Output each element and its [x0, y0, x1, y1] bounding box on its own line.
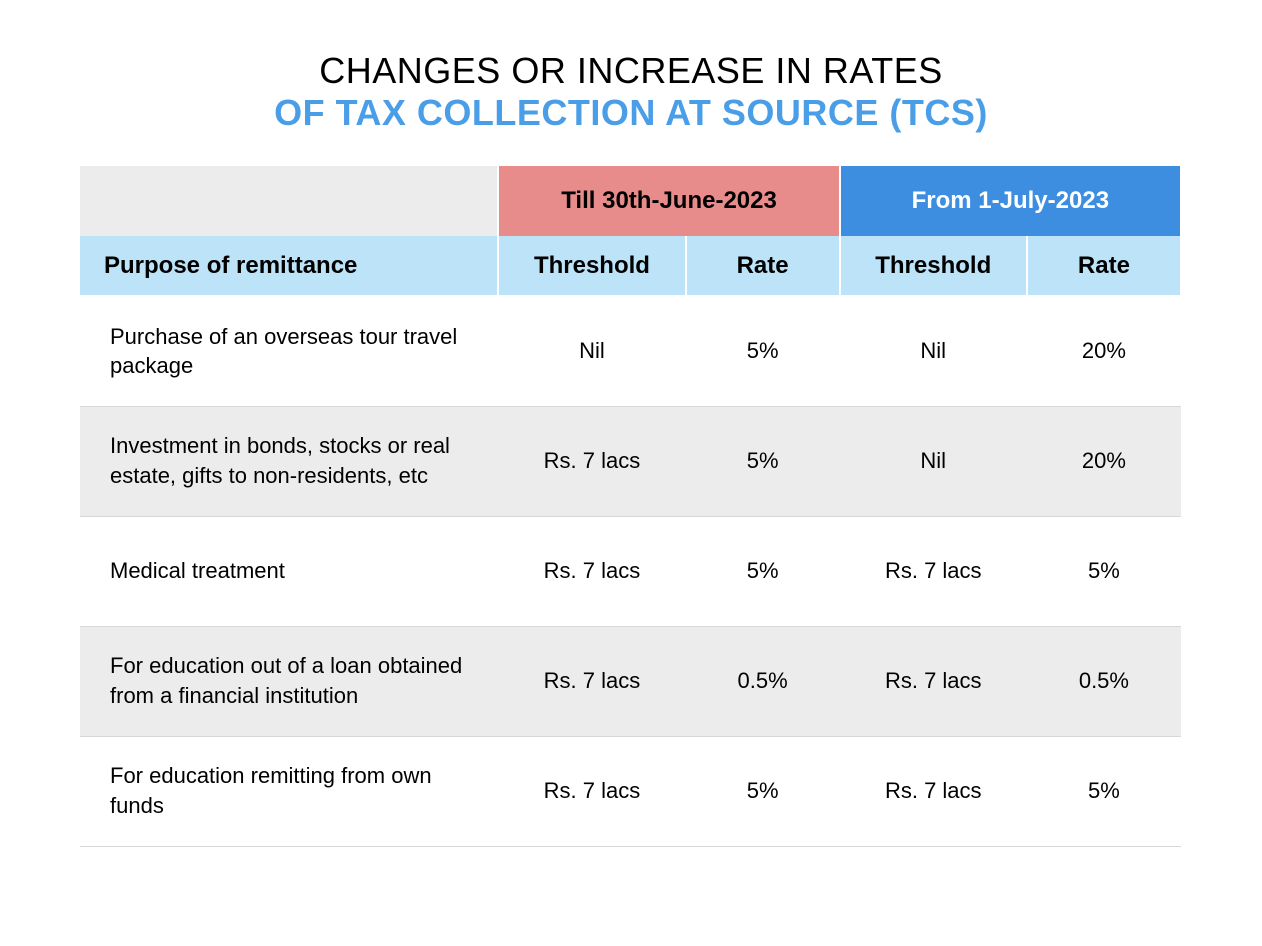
table-row: Investment in bonds, stocks or real esta… [80, 406, 1181, 516]
from-threshold-cell: Rs. 7 lacs [840, 626, 1027, 736]
till-rate-cell: 0.5% [686, 626, 840, 736]
title-block: CHANGES OR INCREASE IN RATES OF TAX COLL… [80, 50, 1182, 134]
from-threshold-cell: Nil [840, 406, 1027, 516]
table-row: Purchase of an overseas tour travel pack… [80, 296, 1181, 406]
title-line-2: OF TAX COLLECTION AT SOURCE (TCS) [80, 92, 1182, 134]
purpose-cell: Medical treatment [80, 516, 498, 626]
till-threshold-cell: Nil [498, 296, 685, 406]
blank-header-cell [80, 166, 498, 236]
from-rate-cell: 5% [1027, 516, 1181, 626]
tcs-rates-table: Till 30th-June-2023 From 1-July-2023 Pur… [80, 166, 1182, 847]
from-rate-cell: 20% [1027, 406, 1181, 516]
from-threshold-cell: Rs. 7 lacs [840, 516, 1027, 626]
till-threshold-cell: Rs. 7 lacs [498, 736, 685, 846]
period-from-header: From 1-July-2023 [840, 166, 1181, 236]
from-rate-cell: 5% [1027, 736, 1181, 846]
till-threshold-cell: Rs. 7 lacs [498, 406, 685, 516]
threshold-column-header-from: Threshold [840, 236, 1027, 296]
table-row: For education out of a loan obtained fro… [80, 626, 1181, 736]
from-rate-cell: 20% [1027, 296, 1181, 406]
purpose-cell: Purchase of an overseas tour travel pack… [80, 296, 498, 406]
purpose-cell: For education out of a loan obtained fro… [80, 626, 498, 736]
from-threshold-cell: Nil [840, 296, 1027, 406]
till-rate-cell: 5% [686, 736, 840, 846]
table-body: Purchase of an overseas tour travel pack… [80, 296, 1181, 846]
till-threshold-cell: Rs. 7 lacs [498, 516, 685, 626]
purpose-column-header: Purpose of remittance [80, 236, 498, 296]
purpose-cell: Investment in bonds, stocks or real esta… [80, 406, 498, 516]
till-rate-cell: 5% [686, 296, 840, 406]
rate-column-header-till: Rate [686, 236, 840, 296]
table-row: Medical treatmentRs. 7 lacs5%Rs. 7 lacs5… [80, 516, 1181, 626]
till-rate-cell: 5% [686, 516, 840, 626]
title-line-1: CHANGES OR INCREASE IN RATES [80, 50, 1182, 92]
till-threshold-cell: Rs. 7 lacs [498, 626, 685, 736]
period-header-row: Till 30th-June-2023 From 1-July-2023 [80, 166, 1181, 236]
table-row: For education remitting from own fundsRs… [80, 736, 1181, 846]
till-rate-cell: 5% [686, 406, 840, 516]
from-threshold-cell: Rs. 7 lacs [840, 736, 1027, 846]
sub-header-row: Purpose of remittance Threshold Rate Thr… [80, 236, 1181, 296]
period-till-header: Till 30th-June-2023 [498, 166, 839, 236]
from-rate-cell: 0.5% [1027, 626, 1181, 736]
rate-column-header-from: Rate [1027, 236, 1181, 296]
purpose-cell: For education remitting from own funds [80, 736, 498, 846]
threshold-column-header-till: Threshold [498, 236, 685, 296]
